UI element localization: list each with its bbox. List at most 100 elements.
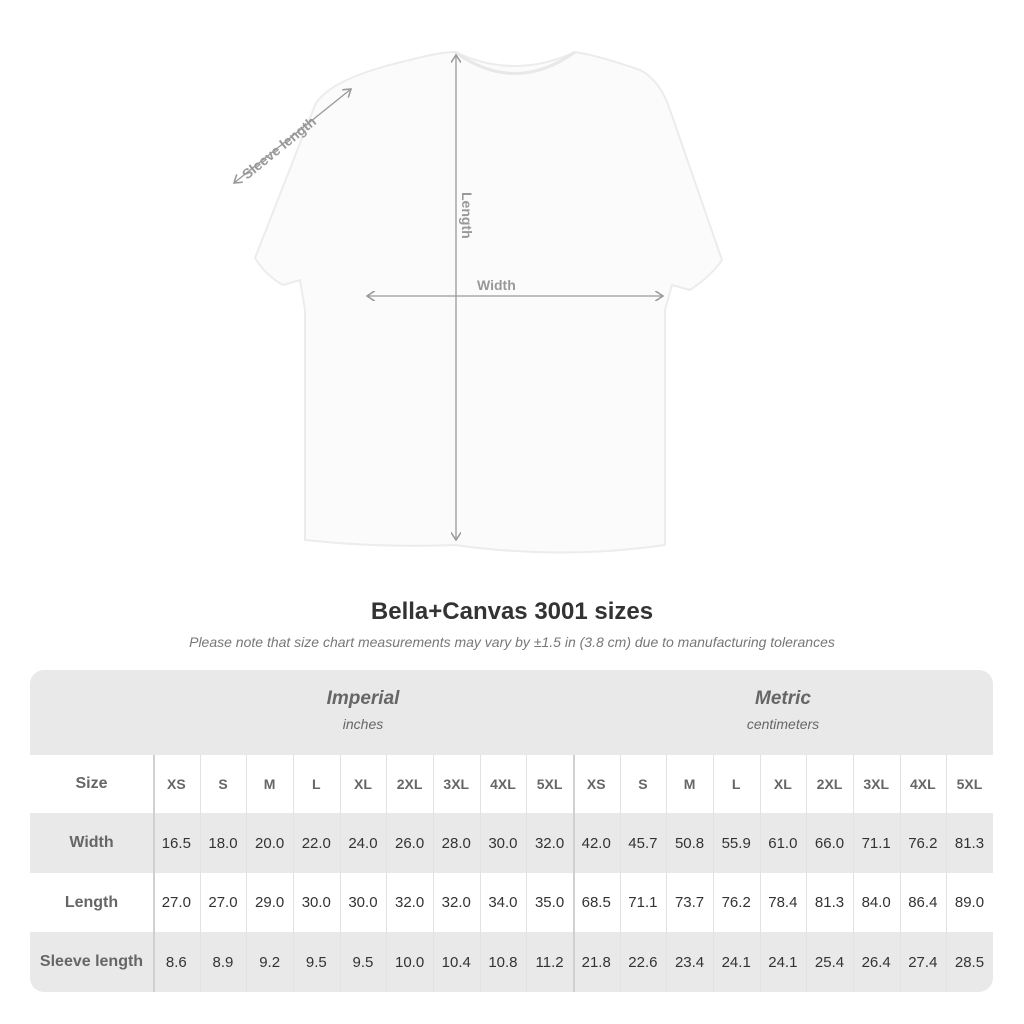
width-label: Width <box>477 277 516 293</box>
table-cell: XL <box>773 776 792 792</box>
table-cell: 50.8 <box>674 834 705 852</box>
column-divider <box>153 755 155 992</box>
column-divider <box>246 755 248 992</box>
table-cell: 11.2 <box>535 953 564 971</box>
table-cell: 10.0 <box>395 953 425 971</box>
column-divider <box>199 755 201 992</box>
table-cell: XS <box>166 776 186 792</box>
table-cell: 28.5 <box>954 953 985 971</box>
table-cell: 10.8 <box>488 953 518 971</box>
table-cell: L <box>312 776 321 792</box>
table-cell: 3XL <box>443 776 470 792</box>
table-cell: 9.2 <box>259 953 281 971</box>
metric-header: Metric centimeters <box>746 688 820 732</box>
table-cell: 32.0 <box>534 834 565 852</box>
table-cell: 34.0 <box>488 894 518 911</box>
column-divider <box>526 755 528 992</box>
table-cell: 32.0 <box>441 894 471 911</box>
row-label: Width <box>69 834 114 851</box>
table-cell: 28.0 <box>441 834 471 852</box>
table-cell: 3XL <box>863 776 890 792</box>
table-cell: 73.7 <box>674 894 705 911</box>
table-cell: 30.0 <box>301 894 331 911</box>
table-cell: 5XL <box>536 776 563 792</box>
table-cell: 76.2 <box>721 894 751 911</box>
table-cell: 25.4 <box>814 953 845 971</box>
table-cell: 86.4 <box>908 894 938 911</box>
table-cell: 22.0 <box>301 834 331 852</box>
table-cell: 24.1 <box>721 953 751 971</box>
table-cell: 81.3 <box>814 894 845 911</box>
size-header-row: Size XS S M L XL 2XL 3XL 4XL 5XL XS S M L XL 2XL 3XL 4XL 5… <box>30 755 993 813</box>
column-divider <box>899 755 901 992</box>
table-cell: 9.5 <box>305 953 327 971</box>
table-cell: 20.0 <box>255 834 285 852</box>
column-divider <box>619 755 621 992</box>
table-cell: 29.0 <box>255 894 285 911</box>
table-cell: 76.2 <box>908 834 938 852</box>
table-cell: 22.6 <box>628 953 658 971</box>
table-cell: 2XL <box>396 776 423 792</box>
table-cell: 8.6 <box>165 953 187 971</box>
table-cell: 4XL <box>909 776 936 792</box>
chart-title: Bella+Canvas 3001 sizes <box>370 598 654 625</box>
table-cell: 71.1 <box>861 834 891 852</box>
table-cell: 84.0 <box>861 894 891 911</box>
column-divider <box>759 755 761 992</box>
table-cell: 9.5 <box>352 953 374 971</box>
table-cell: 35.0 <box>534 894 565 911</box>
table-cell: 81.3 <box>954 834 985 852</box>
column-divider <box>386 755 388 992</box>
table-row: Sleeve length 8.6 8.9 9.2 9.5 9.5 10.0 10.4 10.8… <box>30 932 993 992</box>
table-cell: 8.9 <box>212 953 234 971</box>
size-table: Imperial inches Metric centimeters Size X… <box>30 670 993 992</box>
table-cell: 4XL <box>490 776 516 792</box>
column-divider <box>853 755 855 992</box>
column-divider <box>479 755 481 992</box>
table-cell: M <box>263 776 276 792</box>
table-header: Imperial inches Metric centimeters <box>30 670 993 755</box>
table-cell: 71.1 <box>628 894 658 911</box>
imperial-header: Imperial inches <box>326 688 400 732</box>
table-cell: L <box>731 776 741 792</box>
tshirt-diagram: Sleeve length Length Width <box>0 50 724 554</box>
table-cell: 55.9 <box>721 834 751 852</box>
table-cell: M <box>683 776 696 792</box>
row-label: Sleeve length <box>39 953 144 970</box>
table-row: Length 27.0 27.0 29.0 30.0 30.0 32.0 32.0 34.0 35… <box>30 873 993 932</box>
table-cell: 78.4 <box>768 894 798 911</box>
table-cell: 23.4 <box>674 953 705 971</box>
column-divider <box>806 755 808 992</box>
table-cell: 27.4 <box>908 953 938 971</box>
table-cell: 32.0 <box>395 894 425 911</box>
table-row: Width 16.5 18.0 20.0 22.0 24.0 26.0 28.0 30.0 32.… <box>30 813 993 873</box>
column-divider <box>339 755 341 992</box>
table-cell: 30.0 <box>348 894 378 911</box>
column-divider <box>713 755 715 992</box>
table-cell: 18.0 <box>208 834 238 852</box>
length-label: Length <box>459 192 475 239</box>
table-cell: XL <box>354 776 372 792</box>
table-cell: S <box>638 776 648 792</box>
table-cell: 21.8 <box>581 953 611 971</box>
table-cell: 42.0 <box>581 834 611 852</box>
table-cell: 5XL <box>956 776 983 792</box>
column-divider <box>573 755 576 992</box>
table-cell: 24.0 <box>348 834 378 852</box>
row-label: Length <box>64 893 119 911</box>
sleeve-measure-line <box>234 89 351 183</box>
table-cell: 26.0 <box>395 834 425 852</box>
table-cell: 2XL <box>816 776 843 792</box>
tshirt-shape <box>253 50 724 554</box>
column-divider <box>293 755 294 992</box>
column-divider <box>946 755 948 992</box>
table-cell: 27.0 <box>161 894 191 911</box>
column-divider <box>433 755 435 992</box>
column-divider <box>666 755 668 992</box>
table-cell: 30.0 <box>488 834 518 852</box>
table-cell: 89.0 <box>954 894 985 911</box>
table-cell: XS <box>586 776 606 792</box>
table-cell: S <box>218 776 228 792</box>
table-cell: 26.4 <box>861 953 891 971</box>
table-cell: 66.0 <box>814 834 845 852</box>
